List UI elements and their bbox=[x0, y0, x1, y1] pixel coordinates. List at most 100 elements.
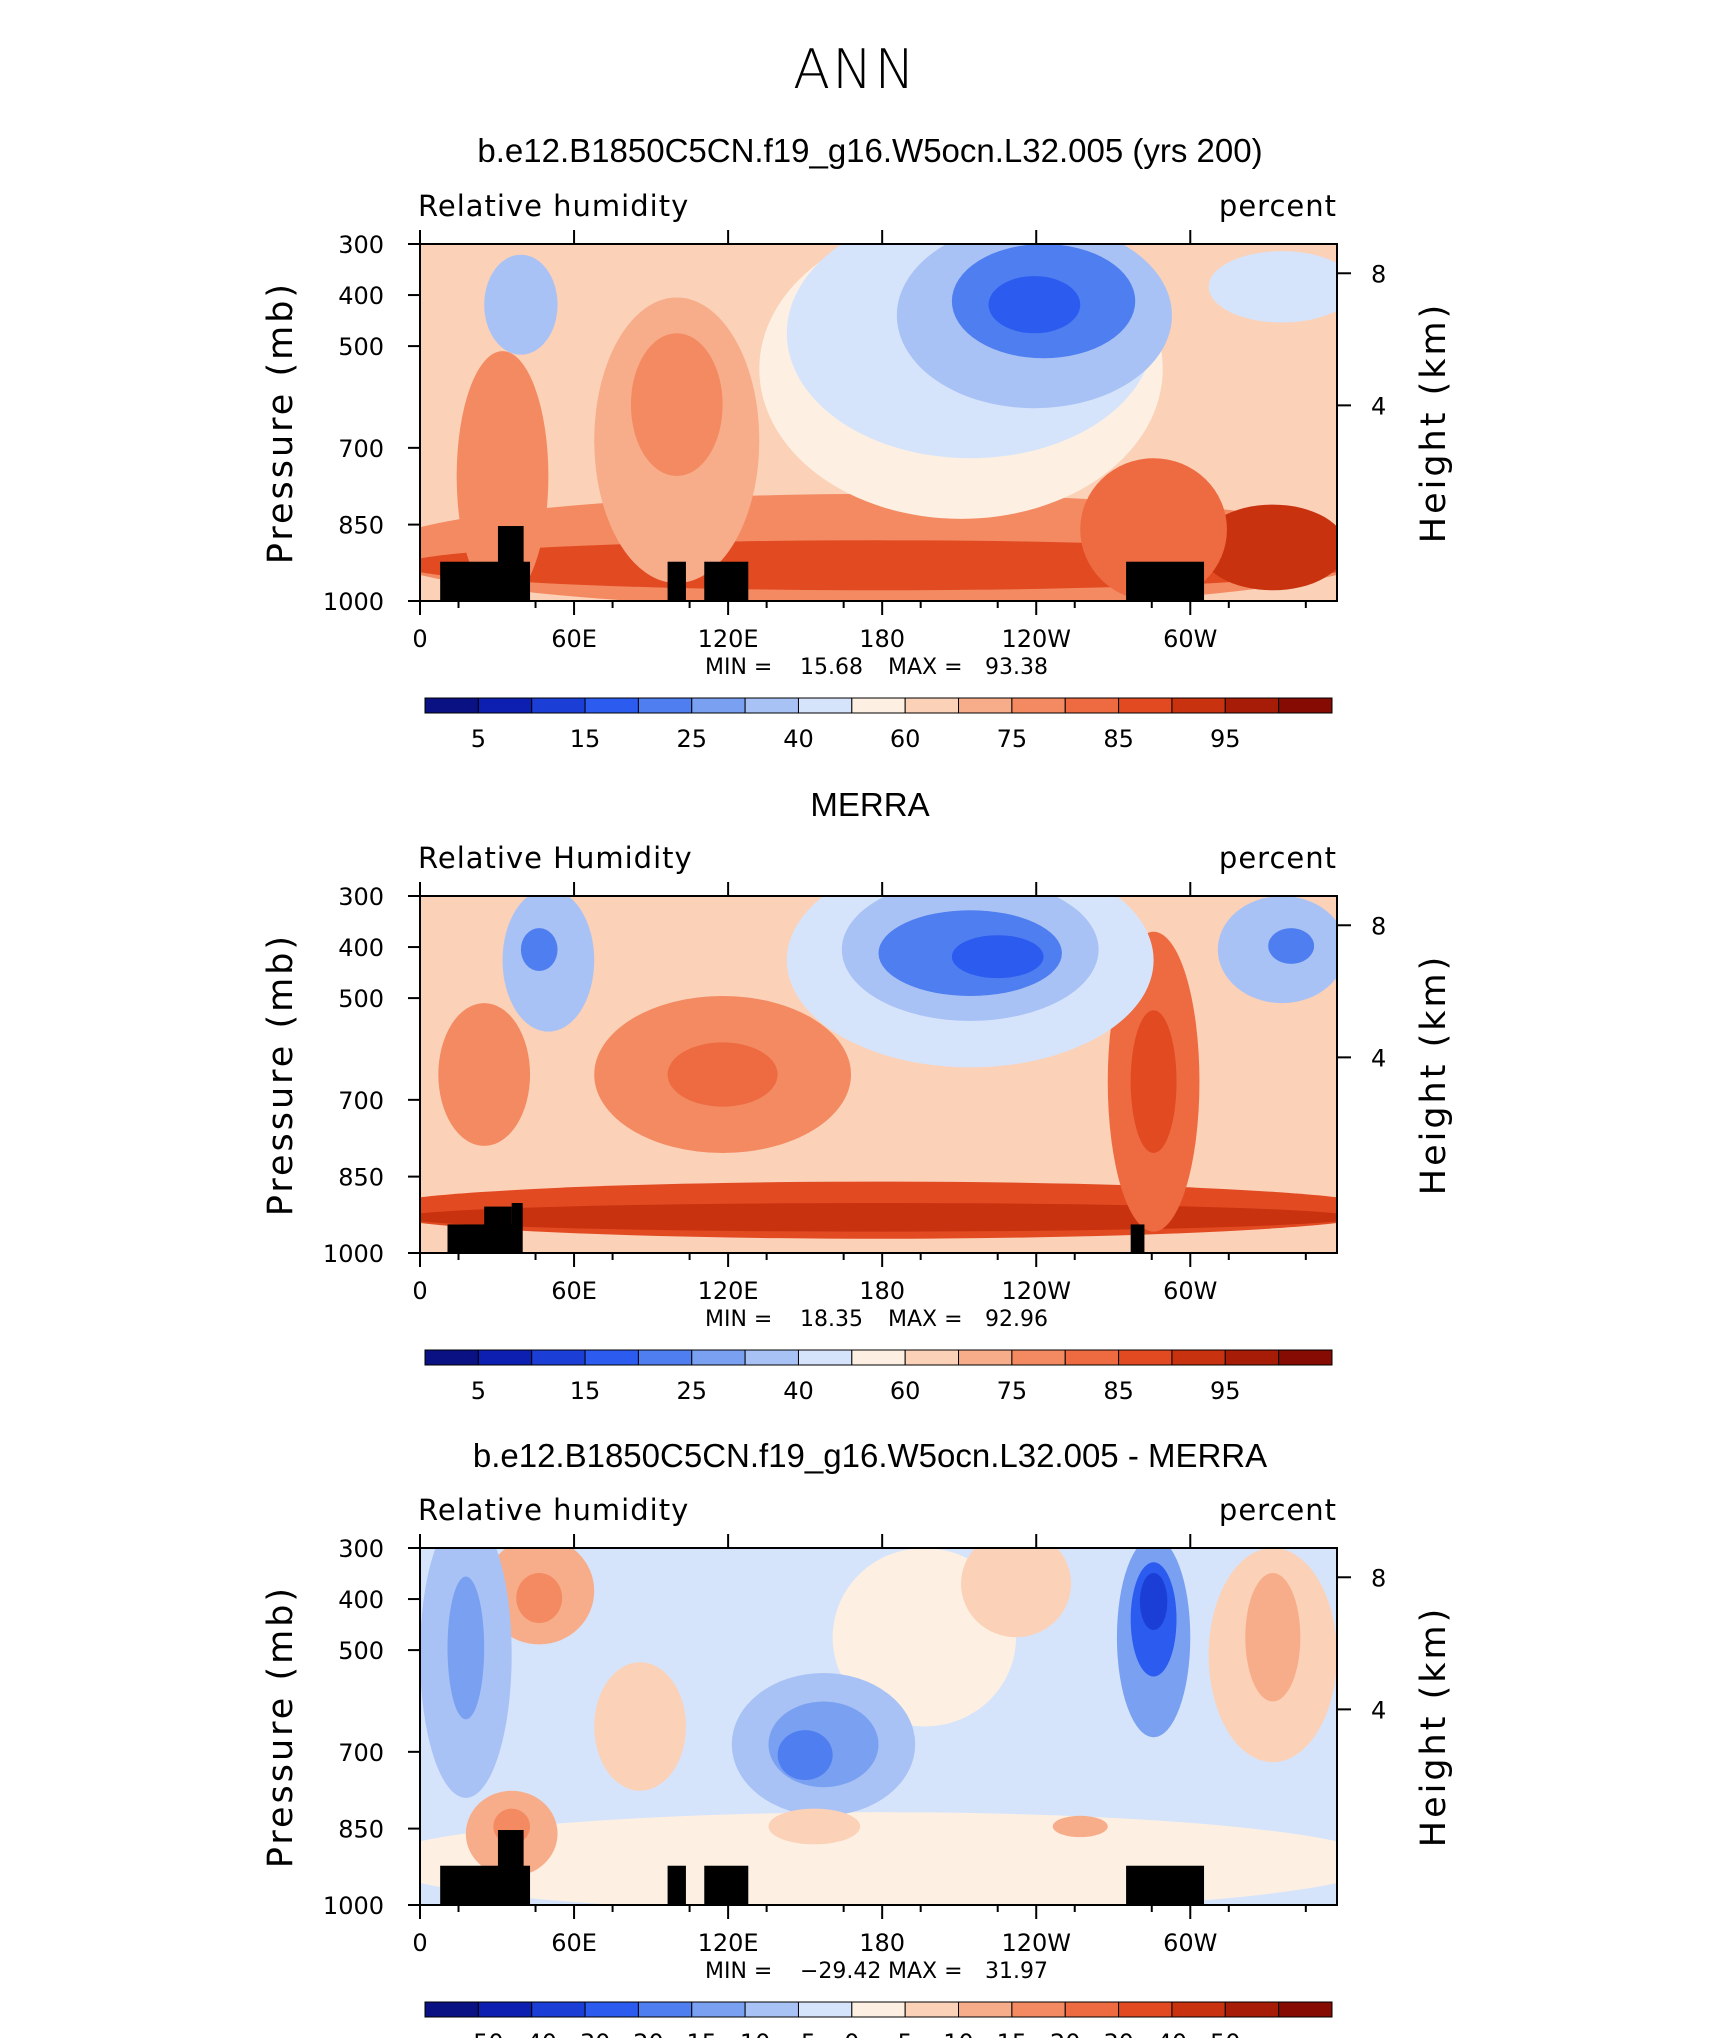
contour-region bbox=[768, 1808, 861, 1845]
contour-region bbox=[1268, 928, 1315, 964]
max-value: 92.96 bbox=[985, 1307, 1048, 1332]
colorbar: 5 15 25 40 60 75 85 95 bbox=[424, 1349, 1333, 1405]
colorbar-swatch bbox=[531, 2001, 586, 2018]
max-value: 31.97 bbox=[985, 1959, 1048, 1984]
colorbar-swatch bbox=[584, 2001, 639, 2018]
colorbar-swatch bbox=[1278, 697, 1333, 714]
y-tick-label: 400 bbox=[338, 1586, 384, 1614]
variable-label: Relative humidity bbox=[418, 1493, 689, 1527]
y-tick-label: 700 bbox=[338, 1087, 384, 1115]
y-tick-label: 400 bbox=[338, 282, 384, 310]
colorbar-label: 5 bbox=[898, 2029, 913, 2038]
colorbar-label: −5 bbox=[781, 2029, 816, 2038]
y-tick-label: 850 bbox=[338, 1164, 384, 1192]
colorbar-swatch bbox=[531, 1349, 586, 1366]
colorbar-label: 85 bbox=[1103, 725, 1134, 753]
colorbar-swatch bbox=[1224, 1349, 1280, 1366]
page-title: ANN bbox=[793, 38, 917, 101]
panel-1: Relative humidity percent3004005007008501… bbox=[261, 189, 1454, 753]
contour-region bbox=[420, 1812, 1337, 1905]
y-tick-label: 1000 bbox=[323, 588, 384, 616]
y-axis-title: Pressure (mb) bbox=[261, 281, 301, 564]
colorbar-label: −20 bbox=[613, 2029, 664, 2038]
colorbar-swatch bbox=[797, 697, 853, 714]
x-tick-label: 120W bbox=[1001, 625, 1071, 653]
y-tick-label: 300 bbox=[338, 231, 384, 259]
colorbar-label: −30 bbox=[560, 2029, 611, 2038]
variable-label: Relative Humidity bbox=[418, 841, 693, 875]
y-tick-label: 300 bbox=[338, 883, 384, 911]
land-mask bbox=[511, 1203, 523, 1253]
colorbar-label: 40 bbox=[783, 725, 814, 753]
colorbar: −50−40−30−20−15−10−505101520304050 bbox=[424, 2001, 1333, 2038]
colorbar-label: −40 bbox=[506, 2029, 557, 2038]
x-tick-label: 0 bbox=[412, 625, 427, 653]
colorbar-swatch bbox=[1224, 2001, 1280, 2018]
colorbar-label: 75 bbox=[997, 1377, 1028, 1405]
colorbar-swatch bbox=[851, 2001, 906, 2018]
y-right-tick-label: 4 bbox=[1371, 1696, 1386, 1724]
panel-2-title: MERRA bbox=[810, 786, 930, 823]
contour-region bbox=[420, 1203, 1337, 1232]
contour-region bbox=[456, 351, 549, 601]
colorbar-label: 85 bbox=[1103, 1377, 1134, 1405]
contour-field bbox=[420, 896, 1337, 1253]
y-tick-label: 500 bbox=[338, 985, 384, 1013]
colorbar-label: 5 bbox=[471, 725, 486, 753]
colorbar-swatch bbox=[584, 697, 639, 714]
x-tick-label: 60W bbox=[1163, 1277, 1217, 1305]
colorbar-label: 40 bbox=[783, 1377, 814, 1405]
colorbar-swatch bbox=[797, 2001, 853, 2018]
x-tick-label: 60E bbox=[551, 1929, 597, 1957]
min-label: MIN = bbox=[705, 1959, 772, 1984]
colorbar-swatch bbox=[851, 697, 906, 714]
colorbar-swatch bbox=[637, 697, 693, 714]
colorbar-label: 25 bbox=[676, 1377, 707, 1405]
plot-frame bbox=[419, 895, 1338, 1254]
y-right-tick-label: 4 bbox=[1371, 1044, 1386, 1072]
colorbar-swatch bbox=[797, 1349, 853, 1366]
contour-region bbox=[520, 928, 558, 971]
y-right-axis-title: Height (km) bbox=[1414, 954, 1454, 1196]
y-axis-title: Pressure (mb) bbox=[261, 1585, 301, 1868]
colorbar-label: −50 bbox=[453, 2029, 504, 2038]
colorbar-swatch bbox=[1064, 2001, 1120, 2018]
colorbar-label: 30 bbox=[1103, 2029, 1134, 2038]
colorbar-label: 20 bbox=[1050, 2029, 1081, 2038]
y-tick-label: 850 bbox=[338, 1816, 384, 1844]
contour-region bbox=[988, 276, 1081, 334]
contour-region bbox=[594, 1662, 686, 1791]
x-tick-label: 120E bbox=[698, 625, 759, 653]
colorbar-swatch bbox=[637, 2001, 693, 2018]
colorbar-swatch bbox=[1171, 1349, 1226, 1366]
colorbar-swatch bbox=[851, 1349, 906, 1366]
contour-region bbox=[447, 1576, 485, 1720]
colorbar-swatch bbox=[744, 1349, 799, 1366]
colorbar-label: 75 bbox=[997, 725, 1028, 753]
colorbar-swatch bbox=[904, 697, 960, 714]
colorbar-swatch bbox=[477, 697, 533, 714]
colorbar-swatch bbox=[1224, 697, 1280, 714]
colorbar: 5 15 25 40 60 75 85 95 bbox=[424, 697, 1333, 753]
colorbar-label: 60 bbox=[890, 725, 921, 753]
y-axis-title: Pressure (mb) bbox=[261, 933, 301, 1216]
contour-field bbox=[420, 244, 1337, 601]
y-right-axis-title: Height (km) bbox=[1414, 302, 1454, 544]
x-tick-label: 120W bbox=[1001, 1277, 1071, 1305]
colorbar-swatch bbox=[1011, 697, 1066, 714]
land-mask bbox=[704, 1865, 749, 1905]
colorbar-label: 10 bbox=[943, 2029, 974, 2038]
min-label: MIN = bbox=[705, 1307, 772, 1332]
units-label: percent bbox=[1219, 841, 1337, 875]
x-tick-label: 60E bbox=[551, 1277, 597, 1305]
colorbar-swatch bbox=[744, 2001, 799, 2018]
colorbar-label: 40 bbox=[1157, 2029, 1188, 2038]
panel-1-title: b.e12.B1850C5CN.f19_g16.W5ocn.L32.005 (y… bbox=[477, 132, 1263, 169]
panel-3-title: b.e12.B1850C5CN.f19_g16.W5ocn.L32.005 - … bbox=[472, 1437, 1268, 1474]
colorbar-swatch bbox=[424, 2001, 479, 2018]
x-tick-label: 60E bbox=[551, 625, 597, 653]
land-mask bbox=[704, 561, 749, 601]
plot-frame bbox=[419, 243, 1338, 602]
x-tick-label: 60W bbox=[1163, 1929, 1217, 1957]
